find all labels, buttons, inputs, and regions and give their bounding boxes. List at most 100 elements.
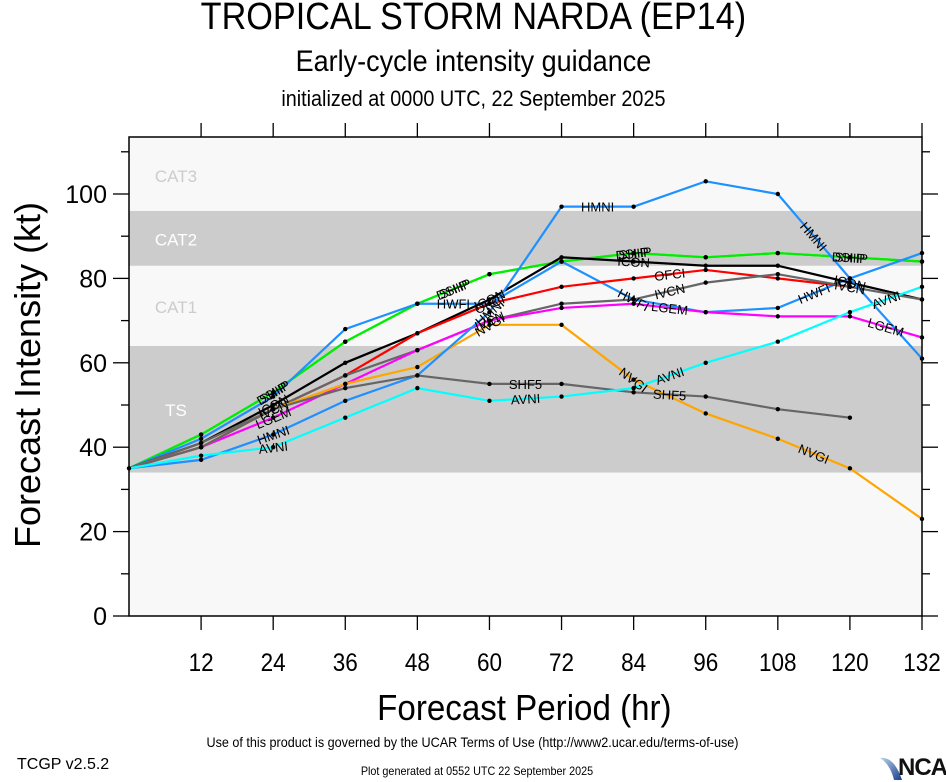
data-point-icon [270, 402, 276, 408]
series-label-ofci: OFCI [653, 265, 686, 284]
data-point-avni [775, 339, 781, 344]
series-label-avni: AVNI [510, 391, 540, 408]
plot-border [128, 136, 923, 617]
data-point-hwfi [559, 259, 564, 264]
series-label-text: ICON [832, 272, 867, 294]
band-label-cat1: CAT1 [155, 298, 197, 317]
series-label-text: HWFI [437, 297, 470, 312]
data-point-avni [270, 445, 276, 450]
data-point-ofci [559, 284, 564, 290]
x-tick-label: 132 [903, 649, 941, 677]
series-label-text: DSHP [615, 244, 653, 263]
band-label-cat3: CAT3 [155, 167, 197, 186]
data-point-nvgi [703, 411, 708, 416]
band-label-ts: TS [165, 401, 187, 420]
series-label-text: AVNI [510, 391, 540, 408]
data-point-avni [343, 415, 348, 420]
y-tick-label: 80 [79, 265, 107, 293]
data-point-icon [703, 263, 708, 268]
data-point-ofci [631, 276, 636, 281]
data-point-nvgi [775, 436, 781, 441]
data-point-nvgi [559, 322, 564, 328]
data-point-ivcn [631, 297, 636, 302]
data-point-avni [487, 398, 492, 403]
data-point-nvgi [487, 322, 492, 328]
band-label-cat2: CAT2 [155, 230, 197, 249]
category-bands: TS CAT1 CAT2 CAT3 [129, 137, 922, 616]
y-tick-label: 60 [79, 350, 107, 378]
data-point-lgem [631, 301, 636, 306]
series-label-text: DSHP [831, 249, 868, 266]
x-tick-label: 84 [621, 649, 646, 677]
x-axis-label: Forecast Period (hr) [377, 689, 671, 729]
y-axis-label: Forecast Intensity (kt) [7, 202, 48, 548]
data-point-nvgi [631, 377, 636, 382]
series-label-text: AVNI [258, 439, 289, 457]
series-label-text: IVCN [833, 277, 866, 297]
data-point-avni [847, 309, 853, 315]
data-point-ivcn [559, 301, 564, 306]
chart-init-time: initialized at 0000 UTC, 22 September 20… [281, 86, 666, 111]
x-tick-label: 24 [261, 649, 286, 677]
data-point-icon [343, 360, 348, 365]
series-label-text: ICON [617, 254, 650, 271]
data-point-ofci [487, 301, 492, 306]
band-cat2 [129, 210, 922, 266]
data-point-icon [775, 263, 781, 268]
chart-title: TROPICAL STORM NARDA (EP14) [200, 0, 747, 38]
series-label-ship: SHIP [834, 249, 865, 266]
data-point-ship [775, 250, 781, 256]
data-point-lgem [270, 415, 276, 420]
data-point-shf5 [847, 415, 853, 420]
data-point-hmni [559, 204, 564, 209]
data-point-ivcn [343, 373, 348, 378]
data-point-shf5 [703, 394, 708, 399]
data-point-ofci [775, 276, 781, 281]
data-point-avni [631, 385, 636, 391]
series-label-ship: SHIP [618, 244, 650, 262]
x-tick-label: 72 [549, 649, 574, 677]
data-point-hwfi [775, 305, 781, 311]
data-point-lgem [703, 309, 708, 315]
data-point-hmni [775, 191, 781, 197]
data-point-hwfi [343, 326, 348, 332]
x-tick-label: 60 [477, 649, 502, 677]
data-point-ofci [415, 331, 420, 336]
data-point-shf5 [631, 390, 636, 395]
series-line-ship [128, 251, 923, 470]
x-tick-label: 48 [405, 649, 430, 677]
data-point-nvgi [847, 466, 853, 471]
data-point-hmni [703, 179, 708, 184]
series-label-text: IVCN [653, 281, 687, 303]
series-label-text: OFCI [653, 265, 686, 284]
ncar-logo: NCAR [898, 754, 946, 781]
data-point-lgem [847, 314, 853, 319]
data-point-lgem [487, 318, 492, 323]
data-point-avni [703, 360, 708, 365]
series-line-icon [128, 256, 923, 470]
data-point-hmni [343, 398, 348, 403]
data-point-nvgi [343, 381, 348, 387]
x-tick-label: 96 [693, 649, 718, 677]
data-point-nvgi [415, 364, 420, 370]
series-label-hmni: HMNI [581, 200, 614, 215]
band-cat3 [129, 139, 922, 211]
data-point-ship [343, 339, 348, 344]
series-label-text: HMNI [581, 200, 614, 215]
series-label-dshp: DSHP [615, 244, 653, 263]
terms-of-use: Use of this product is governed by the U… [206, 734, 739, 750]
series-label-dshp: DSHP [831, 249, 868, 266]
axes: 0 20 40 60 80 100 12 24 36 48 60 72 84 96 108 120 132 [65, 123, 941, 677]
data-point-ivcn [703, 280, 708, 285]
data-point-avni [415, 385, 420, 391]
series-label-ivcn: IVCN [653, 281, 687, 303]
generated-time: Plot generated at 0552 UTC 22 September … [360, 764, 594, 778]
data-point-hwfi [198, 436, 204, 441]
data-point-lgem [415, 347, 420, 353]
y-tick-label: 20 [79, 519, 107, 547]
data-point-hmni [270, 432, 276, 437]
x-tick-label: 12 [189, 649, 214, 677]
data-point-ofci [703, 267, 708, 273]
series-label-text: SHF5 [653, 386, 687, 403]
